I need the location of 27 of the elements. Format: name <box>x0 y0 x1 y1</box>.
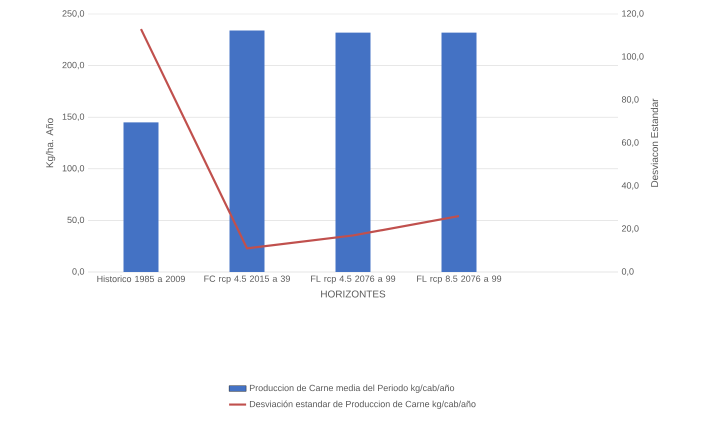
y2-tick-label: 80,0 <box>622 96 639 104</box>
y-tick-label: 250,0 <box>62 10 84 18</box>
x-tick-label: FL rcp 8.5 2076 a 99 <box>417 276 502 284</box>
legend-label: Desviación estandar de Produccion de Carne kg/cab/año <box>250 400 476 409</box>
y-tick-label: 150,0 <box>62 113 84 121</box>
y-tick-label: 50,0 <box>67 216 84 224</box>
x-axis-title: HORIZONTES <box>321 290 386 298</box>
y2-tick-label: 40,0 <box>622 182 639 190</box>
x-tick-label: Historico 1985 a 2009 <box>97 276 185 282</box>
y-tick-label: 100,0 <box>62 165 84 172</box>
y2-tick-label: 100,0 <box>622 53 644 61</box>
bar <box>230 30 264 272</box>
x-tick-label: FC rcp 4.5 2015 a 39 <box>204 276 290 284</box>
legend-label: Produccion de Carne media del Periodo kg/cab/año <box>250 384 454 393</box>
y2-tick-label: 0,0 <box>622 268 634 276</box>
bar <box>124 122 158 272</box>
bar <box>336 32 371 272</box>
bar <box>442 32 477 272</box>
y2-tick-label: 120,0 <box>622 10 644 18</box>
x-tick-label: FL rcp 4.5 2076 a 99 <box>311 276 396 284</box>
y-tick-label: 200,0 <box>62 62 84 70</box>
line-series <box>140 28 460 250</box>
y2-axis-title: Desviacon Estandar <box>650 98 658 187</box>
y-tick-label: 0,0 <box>72 268 84 276</box>
y2-tick-label: 20,0 <box>622 225 639 233</box>
y-axis-title: Kg/ha. Año <box>46 118 56 168</box>
y2-tick-label: 60,0 <box>622 139 639 147</box>
